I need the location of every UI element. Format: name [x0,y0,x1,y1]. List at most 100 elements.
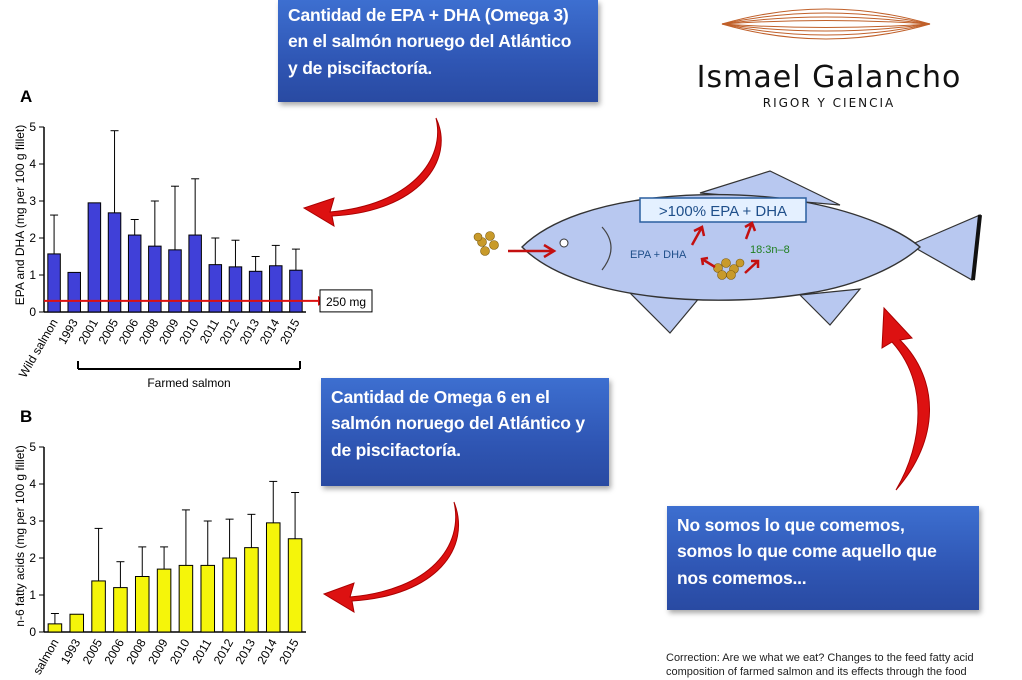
callout-line: Cantidad de EPA + DHA (Omega 3) [288,5,569,25]
bars [47,130,303,313]
logo-emblem-icon [721,8,931,40]
x-tick-label: 2013 [237,316,263,346]
x-tick-label: 2011 [189,636,214,666]
bar [289,269,303,313]
bar [69,613,85,633]
x-tick-label: 2014 [257,316,283,346]
callout-line: de piscifactoría. [331,439,461,460]
x-tick-label: 2013 [233,636,259,666]
axes: 0 1 2 3 4 5 [29,440,306,639]
bar [287,538,303,633]
reference-label: 250 mg [326,295,366,309]
bar [208,264,223,313]
epa-dha-label: EPA + DHA [630,249,687,261]
x-tick-label: 2006 [102,636,128,666]
fish-fin-bottom2-icon [798,288,862,326]
bars [47,480,303,633]
ala-label: 18:3n–8 [750,244,790,256]
fish-body-icon [521,193,922,301]
x-tick-label: 2009 [145,636,171,666]
callout-omega6: Cantidad de Omega 6 en el salmón noruego… [321,378,609,486]
fish-diagram: >100% EPA + DHA EPA + DHA 18:3n–8 [473,170,982,334]
bar [156,568,172,633]
x-tick-labels: salmon1993200520062008200920102011201220… [30,636,302,675]
bar [47,623,63,633]
panel-label-b: B [20,407,32,426]
bar [222,557,237,633]
callout-line: somos lo que come aquello que [677,541,937,562]
bar [168,249,182,313]
bar [200,564,216,633]
red-arrow-icon [322,501,459,613]
x-tick-label: Wild salmon [16,317,61,381]
x-tick-label: 2005 [96,316,122,346]
callout-quote: No somos lo que comemos, somos lo que co… [667,506,979,610]
y-tick-label: 0 [29,305,36,319]
bar [67,271,81,313]
callout-line: Cantidad de Omega 6 en el [331,387,550,407]
bar [244,547,259,633]
bar [113,587,128,633]
x-tick-label: 2012 [217,316,243,346]
x-tick-label: 2005 [80,636,106,666]
x-tick-label: 2015 [277,316,303,346]
y-tick-label: 3 [29,514,36,528]
feed-pellets-icon [473,231,745,280]
x-tick-label: 2008 [123,636,149,666]
bar [47,253,61,313]
bar [269,265,283,313]
y-tick-label: 4 [29,477,36,491]
logo-tagline: RIGOR Y CIENCIA [762,96,896,110]
bar [87,202,102,313]
x-tick-label: 1993 [58,636,84,666]
bar [248,270,263,313]
y-tick-label: 1 [29,268,36,282]
x-tick-label: 2014 [254,636,280,666]
reference-line: 250 mg [44,289,373,313]
x-tick-label: salmon [30,637,61,676]
x-tick-label: 2015 [276,636,302,666]
x-tick-label: 2009 [156,316,182,346]
y-tick-label: 5 [29,120,36,134]
bar [148,245,162,313]
bar [265,522,281,633]
y-axis-label: n-6 fatty acids (mg per 100 g fillet) [13,445,27,626]
callout-epa-dha: Cantidad de EPA + DHA (Omega 3) en el sa… [278,0,598,102]
bar [91,580,106,633]
callout-line: salmón noruego del Atlántico y [331,413,585,434]
fish-eye-icon [559,238,569,248]
y-tick-label: 2 [29,551,36,565]
flow-arrows-icon [508,221,760,274]
fish-tail-icon [908,214,981,281]
citation-line: composition of farmed salmon and its eff… [666,666,967,679]
tail-edge [971,214,982,281]
y-tick-label: 5 [29,440,36,454]
y-tick-label: 2 [29,231,36,245]
x-tick-label: 2012 [211,636,237,666]
group-label: Farmed salmon [147,376,230,390]
y-tick-label: 0 [29,625,36,639]
callout-line: en el salmón noruego del Atlántico [288,31,572,52]
epa-dha-bar-chart: A EPA and DHA (mg per 100 g fillet) 0 1 2 3… [13,87,373,390]
bar [228,266,243,313]
x-tick-label: 2008 [136,316,162,346]
x-tick-label: 2006 [116,316,142,346]
logo-name: Ismael Galancho [696,60,962,95]
bar [178,564,194,633]
callout-line: No somos lo que comemos, [677,515,905,535]
callout-line: y de piscifactoría. [288,57,433,78]
callout-line: nos comemos... [677,567,807,588]
x-tick-label: 2010 [176,316,202,346]
y-tick-label: 3 [29,194,36,208]
citation: Correction: Are we what we eat? Changes … [666,651,1022,680]
x-tick-label: 2001 [76,316,102,346]
bar [134,576,150,633]
y-axis-label: EPA and DHA (mg per 100 g fillet) [13,125,27,306]
n6-bar-chart: B n-6 fatty acids (mg per 100 g fillet) … [13,407,306,675]
reference-label-box [319,289,373,313]
panel-label-a: A [20,87,32,106]
epa-dha-box [639,197,807,223]
x-tick-label: 2010 [167,636,193,666]
x-tick-label: 1993 [55,316,81,346]
